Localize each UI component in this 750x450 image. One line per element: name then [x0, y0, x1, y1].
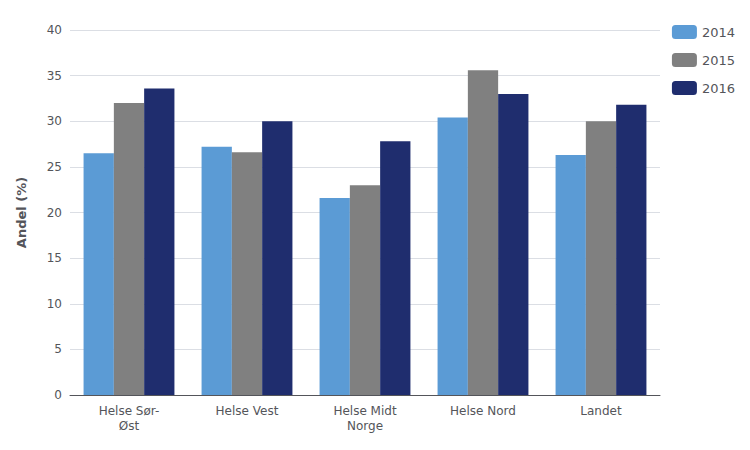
svg-text:Andel (%): Andel (%) [14, 177, 29, 248]
svg-text:2015: 2015 [702, 53, 735, 68]
svg-text:Helse Sør-: Helse Sør- [99, 404, 160, 418]
svg-text:Landet: Landet [580, 404, 622, 418]
svg-text:25: 25 [47, 160, 62, 174]
svg-text:0: 0 [54, 388, 62, 402]
svg-text:15: 15 [47, 251, 62, 265]
svg-text:40: 40 [47, 23, 62, 37]
svg-text:2014: 2014 [702, 25, 735, 40]
svg-text:10: 10 [47, 297, 62, 311]
svg-text:20: 20 [47, 206, 62, 220]
svg-text:2016: 2016 [702, 81, 735, 96]
svg-text:Øst: Øst [119, 419, 140, 433]
svg-text:30: 30 [47, 114, 62, 128]
svg-text:Helse Midt: Helse Midt [333, 404, 396, 418]
svg-text:5: 5 [54, 342, 62, 356]
svg-text:35: 35 [47, 69, 62, 83]
svg-text:Helse Nord: Helse Nord [450, 404, 516, 418]
svg-text:Helse Vest: Helse Vest [216, 404, 279, 418]
svg-text:Norge: Norge [347, 419, 383, 433]
